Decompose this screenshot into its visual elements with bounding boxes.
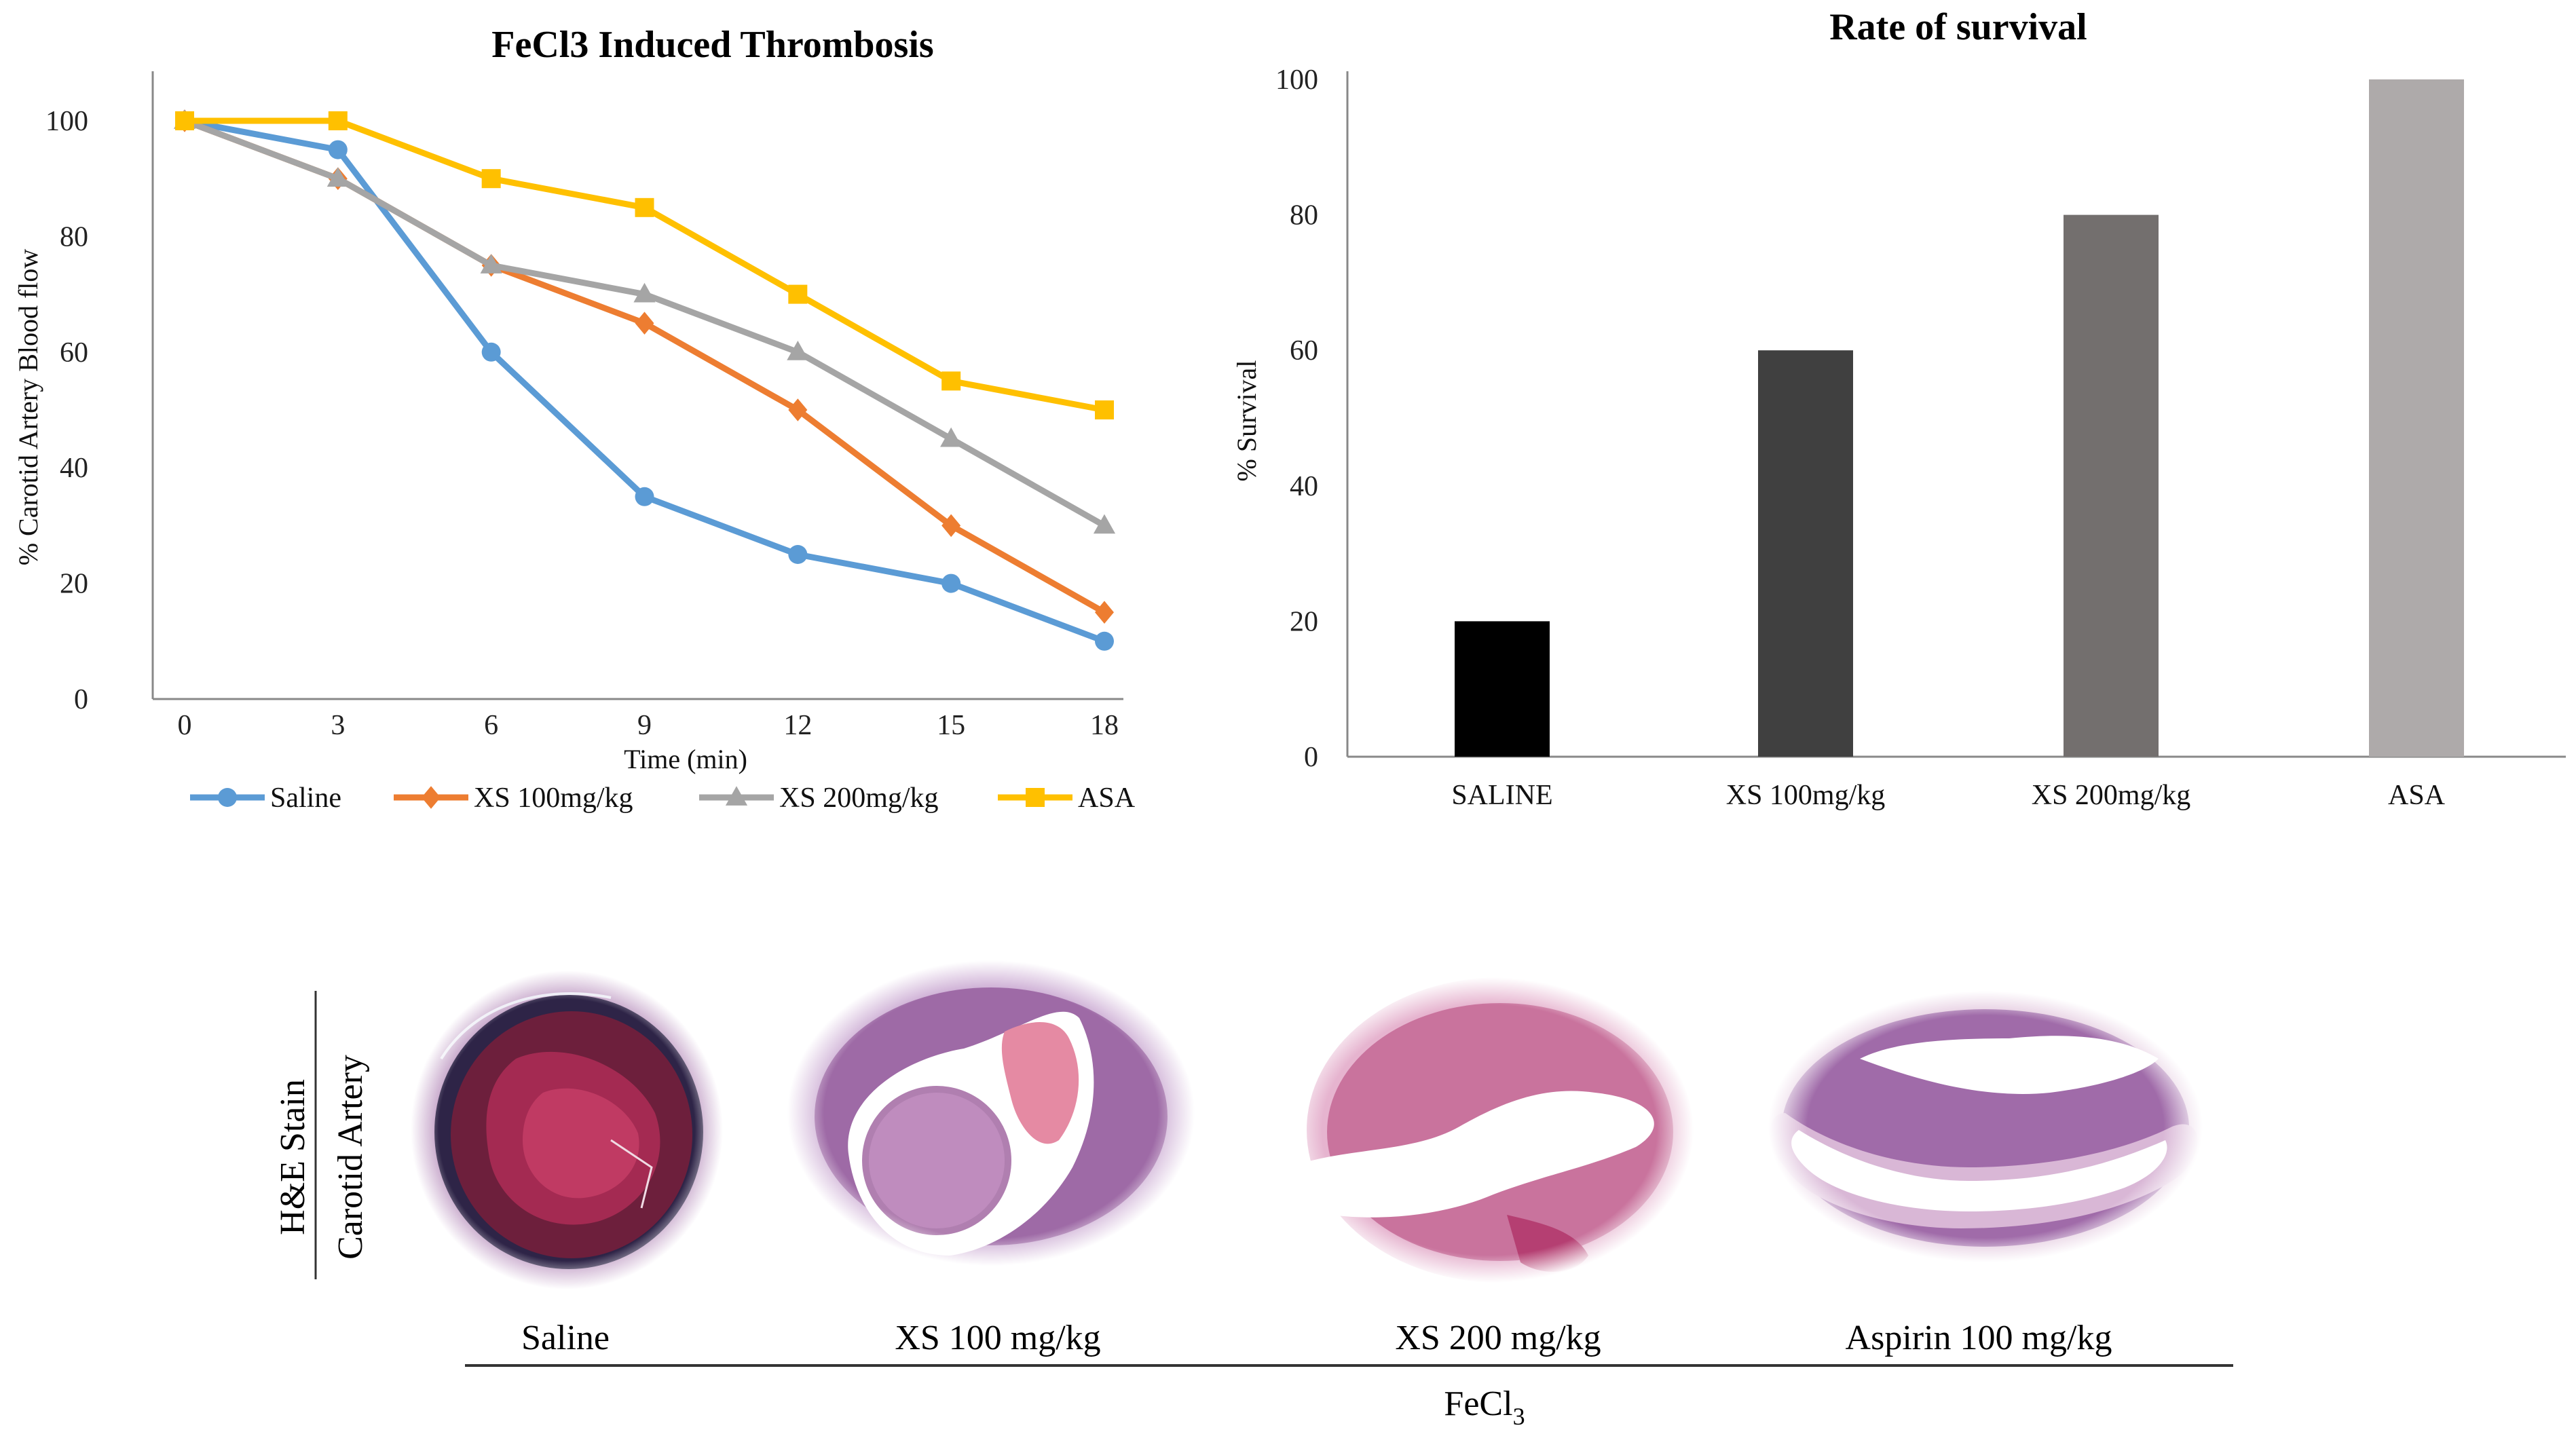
line-x-tick-label: 9 <box>637 710 652 741</box>
row-label-stain: H&E Stain <box>274 1079 312 1235</box>
data-point <box>941 573 961 593</box>
data-point <box>481 169 501 189</box>
legend-item-2: XS 200mg/kg <box>699 783 939 814</box>
line-y-tick-label: 0 <box>74 684 88 715</box>
data-point <box>633 282 656 303</box>
line-y-tick-label: 20 <box>60 569 88 600</box>
bar-y-label: % Survival <box>1231 360 1262 482</box>
data-point <box>1095 400 1114 419</box>
row-label-tissue: Carotid Artery <box>331 1055 370 1260</box>
histology-image-xs200 <box>1285 977 1694 1283</box>
line-x-tick-label: 6 <box>484 710 498 741</box>
bar-y-tick-label: 20 <box>1290 606 1318 637</box>
legend-marker <box>218 788 237 807</box>
data-point <box>481 342 501 362</box>
bar-y-tick-label: 0 <box>1304 742 1318 773</box>
line-y-tick-label: 80 <box>60 221 88 252</box>
line-y-tick-label: 40 <box>60 453 88 484</box>
legend-marker <box>725 786 748 806</box>
series-line <box>183 117 1106 616</box>
bar-y-tick-label: 100 <box>1275 64 1318 96</box>
group-label-main: FeCl <box>1444 1384 1512 1423</box>
bar-1 <box>1758 350 1853 757</box>
data-point <box>326 167 349 187</box>
legend-label: XS 100mg/kg <box>474 783 633 814</box>
series-line <box>185 117 1105 413</box>
bar-y-ticks: 0 20 40 60 80 100 <box>1275 64 1318 773</box>
line-series-0 <box>175 111 1114 651</box>
histology-image-xs100 <box>787 960 1195 1266</box>
data-point <box>788 545 808 564</box>
group-label: FeCl3 <box>1444 1384 1525 1430</box>
line-chart: FeCl3 Induced Thrombosis 0 20 40 60 80 100 0 3… <box>13 24 1136 814</box>
bar-y-tick-label: 80 <box>1290 200 1318 231</box>
bar-0 <box>1455 621 1550 757</box>
line-y-ticks: 0 20 40 60 80 100 <box>45 106 88 715</box>
bar-category-labels: SALINE XS 100mg/kg XS 200mg/kg ASA <box>1451 780 2445 811</box>
data-point <box>788 284 808 304</box>
data-point <box>480 254 502 274</box>
legend-label: XS 200mg/kg <box>779 783 939 814</box>
data-point <box>787 341 809 360</box>
data-point <box>328 140 348 159</box>
legend-marker <box>1026 788 1045 807</box>
line-series-group <box>173 109 1116 651</box>
bar-chart-title: Rate of survival <box>1829 6 2087 48</box>
line-legend: Saline XS 100mg/kg XS 200mg/kg ASA <box>190 783 1136 814</box>
line-chart-title: FeCl3 Induced Thrombosis <box>491 24 933 66</box>
histology-label-1: XS 100 mg/kg <box>895 1319 1100 1357</box>
line-y-tick-label: 100 <box>45 106 88 137</box>
line-x-label: Time (min) <box>624 744 747 774</box>
bar-series-group <box>1455 79 2464 757</box>
histology-image-saline <box>411 971 723 1289</box>
line-x-tick-label: 3 <box>331 710 345 741</box>
bar-category-label: SALINE <box>1451 780 1552 811</box>
bar-y-tick-label: 40 <box>1290 471 1318 502</box>
legend-item-0: Saline <box>190 783 341 814</box>
data-point <box>941 371 961 391</box>
data-point <box>1095 631 1114 651</box>
histology-label-2: XS 200 mg/kg <box>1395 1319 1601 1357</box>
group-label-subscript: 3 <box>1513 1403 1525 1430</box>
line-x-tick-label: 12 <box>783 710 812 741</box>
line-series-3 <box>175 111 1114 419</box>
data-point <box>940 427 963 447</box>
legend-label: Saline <box>270 783 341 814</box>
bar-chart: Rate of survival 0 20 40 60 80 100 % Survival… <box>1231 6 2566 811</box>
data-point <box>635 487 654 506</box>
data-point <box>1093 514 1116 534</box>
data-point <box>941 514 961 538</box>
histology-image-aspirin <box>1768 991 2203 1262</box>
bar-3 <box>2369 79 2464 757</box>
legend-item-3: ASA <box>998 783 1136 814</box>
data-point <box>1095 601 1114 624</box>
bar-2 <box>2064 214 2159 757</box>
data-point <box>175 111 194 130</box>
bar-category-label: ASA <box>2388 780 2446 811</box>
line-x-tick-label: 18 <box>1090 710 1119 741</box>
bar-y-tick-label: 60 <box>1290 335 1318 366</box>
histology-section: H&E Stain Carotid Artery <box>274 960 2233 1430</box>
line-y-tick-label: 60 <box>60 337 88 369</box>
data-point <box>788 398 808 421</box>
line-x-ticks: 0 3 6 9 12 15 18 <box>178 710 1119 741</box>
histology-label-0: Saline <box>521 1319 610 1357</box>
legend-marker <box>422 786 441 809</box>
data-point <box>635 312 654 335</box>
legend-item-1: XS 100mg/kg <box>394 783 633 814</box>
line-x-tick-label: 15 <box>937 710 965 741</box>
line-series-1 <box>175 109 1114 624</box>
bar-category-label: XS 200mg/kg <box>2032 780 2191 811</box>
line-y-label: % Carotid Artery Blood flow <box>13 249 43 566</box>
line-x-tick-label: 0 <box>178 710 192 741</box>
histology-panel-labels: Saline XS 100 mg/kg XS 200 mg/kg Aspirin 10… <box>521 1319 2112 1357</box>
bar-category-label: XS 100mg/kg <box>1726 780 1886 811</box>
histology-label-3: Aspirin 100 mg/kg <box>1846 1319 2112 1357</box>
legend-label: ASA <box>1078 783 1136 814</box>
data-point <box>328 111 348 130</box>
data-point <box>635 197 654 217</box>
